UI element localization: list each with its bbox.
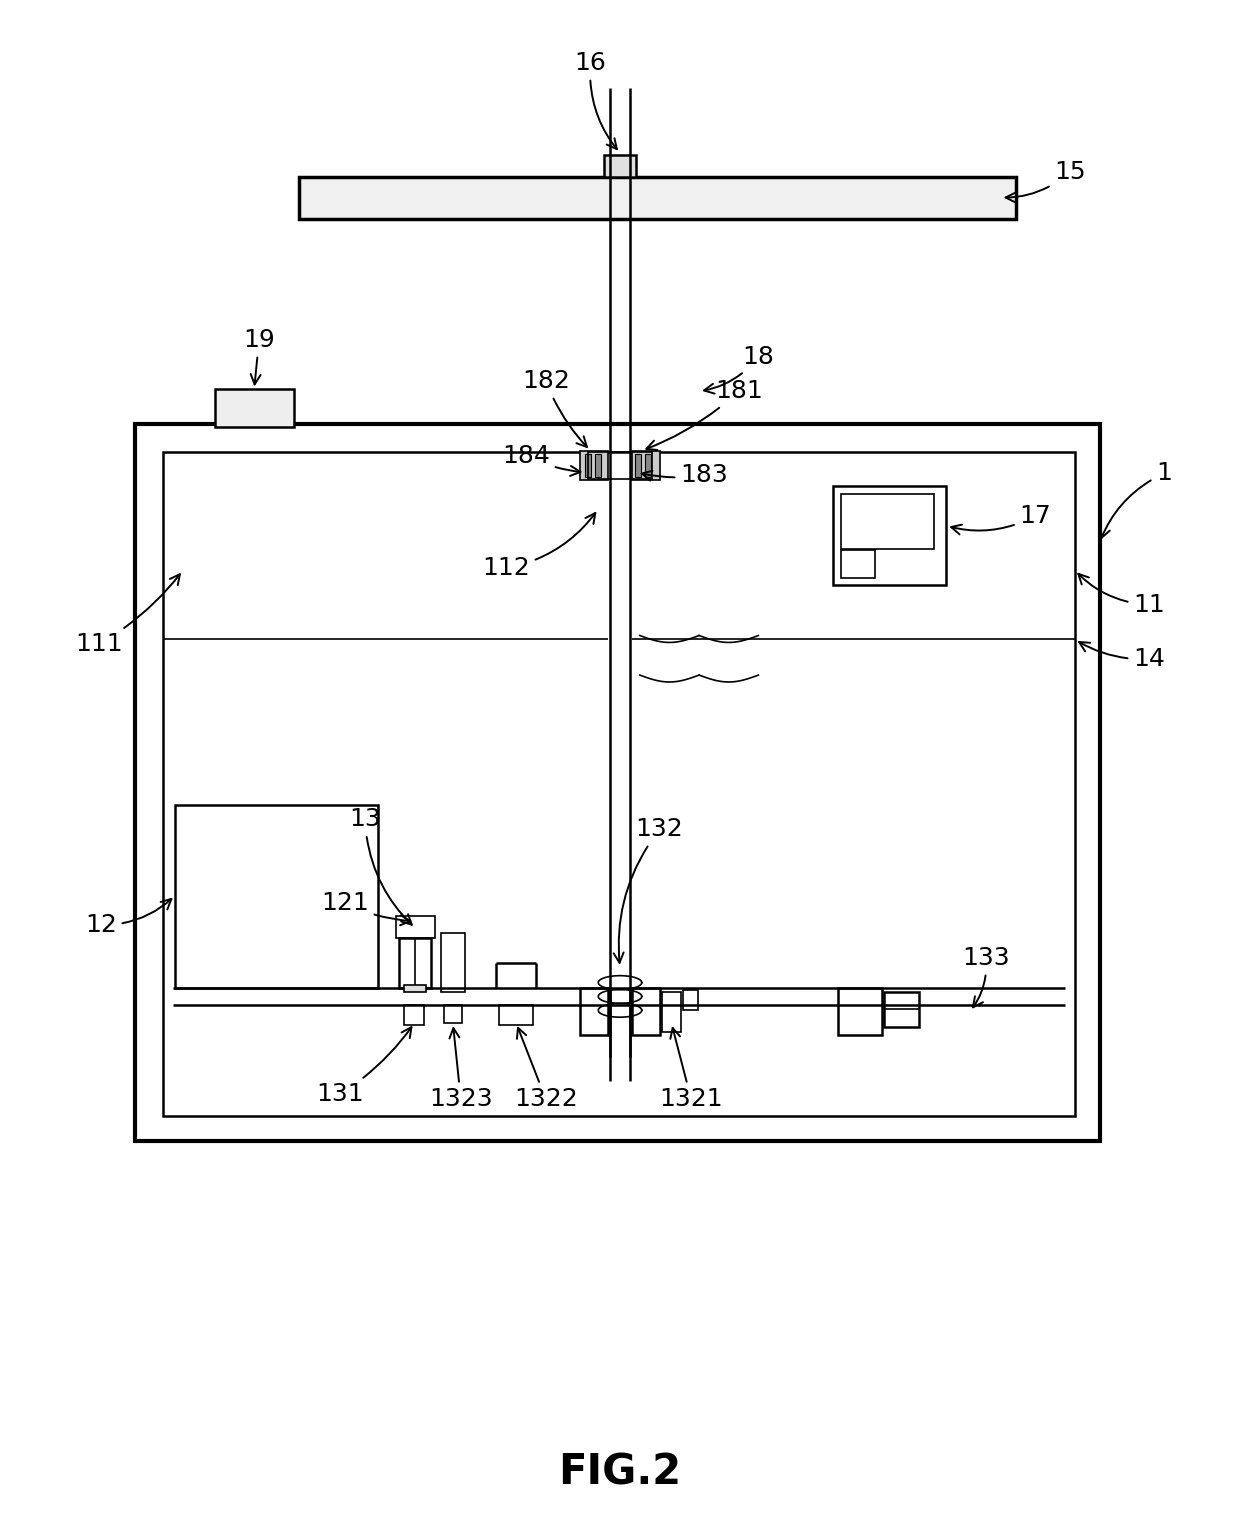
Bar	[837, 988, 882, 1036]
Text: 183: 183	[641, 463, 728, 488]
Bar	[632, 988, 660, 1036]
Bar	[604, 155, 636, 177]
Text: 14: 14	[1079, 642, 1164, 671]
Bar	[299, 177, 1016, 219]
Bar	[645, 454, 651, 477]
Bar	[580, 451, 608, 480]
Text: 12: 12	[86, 899, 171, 937]
Bar	[580, 988, 608, 1036]
Text: 1322: 1322	[513, 1028, 578, 1111]
Bar	[135, 423, 1100, 1140]
Bar	[404, 1005, 424, 1025]
Text: 132: 132	[614, 817, 683, 963]
Bar	[164, 451, 1075, 1116]
Text: 17: 17	[951, 503, 1052, 534]
Bar	[632, 451, 660, 480]
Bar	[635, 454, 641, 477]
Text: 184: 184	[502, 443, 580, 476]
Bar	[404, 985, 427, 993]
Bar	[500, 1005, 533, 1025]
Bar	[841, 551, 875, 579]
Text: 182: 182	[522, 369, 587, 446]
Bar	[396, 916, 435, 939]
Text: 15: 15	[1006, 160, 1086, 203]
Text: 11: 11	[1079, 574, 1164, 617]
Bar	[588, 451, 652, 479]
Bar	[683, 991, 698, 1010]
Bar	[841, 494, 935, 548]
Bar	[175, 805, 378, 988]
Bar	[595, 454, 601, 477]
Text: 1321: 1321	[660, 1028, 723, 1111]
Text: 111: 111	[76, 574, 180, 657]
Bar	[832, 486, 946, 585]
Text: 133: 133	[962, 946, 1009, 1008]
Text: 1: 1	[1101, 462, 1172, 539]
Text: 131: 131	[316, 1027, 412, 1107]
Bar	[399, 939, 432, 988]
Bar	[441, 933, 465, 993]
Bar	[215, 389, 294, 426]
Text: 13: 13	[348, 808, 412, 925]
Text: 18: 18	[704, 345, 774, 394]
Bar	[444, 1005, 461, 1023]
Bar	[884, 993, 919, 1027]
Text: 181: 181	[646, 379, 763, 449]
Text: 19: 19	[243, 328, 275, 385]
Text: 16: 16	[574, 51, 616, 149]
Bar	[661, 993, 681, 1033]
Text: 121: 121	[321, 891, 410, 925]
Text: FIG.2: FIG.2	[558, 1451, 682, 1493]
Text: 1323: 1323	[429, 1028, 492, 1111]
Bar	[585, 454, 591, 477]
Text: 112: 112	[482, 512, 595, 580]
